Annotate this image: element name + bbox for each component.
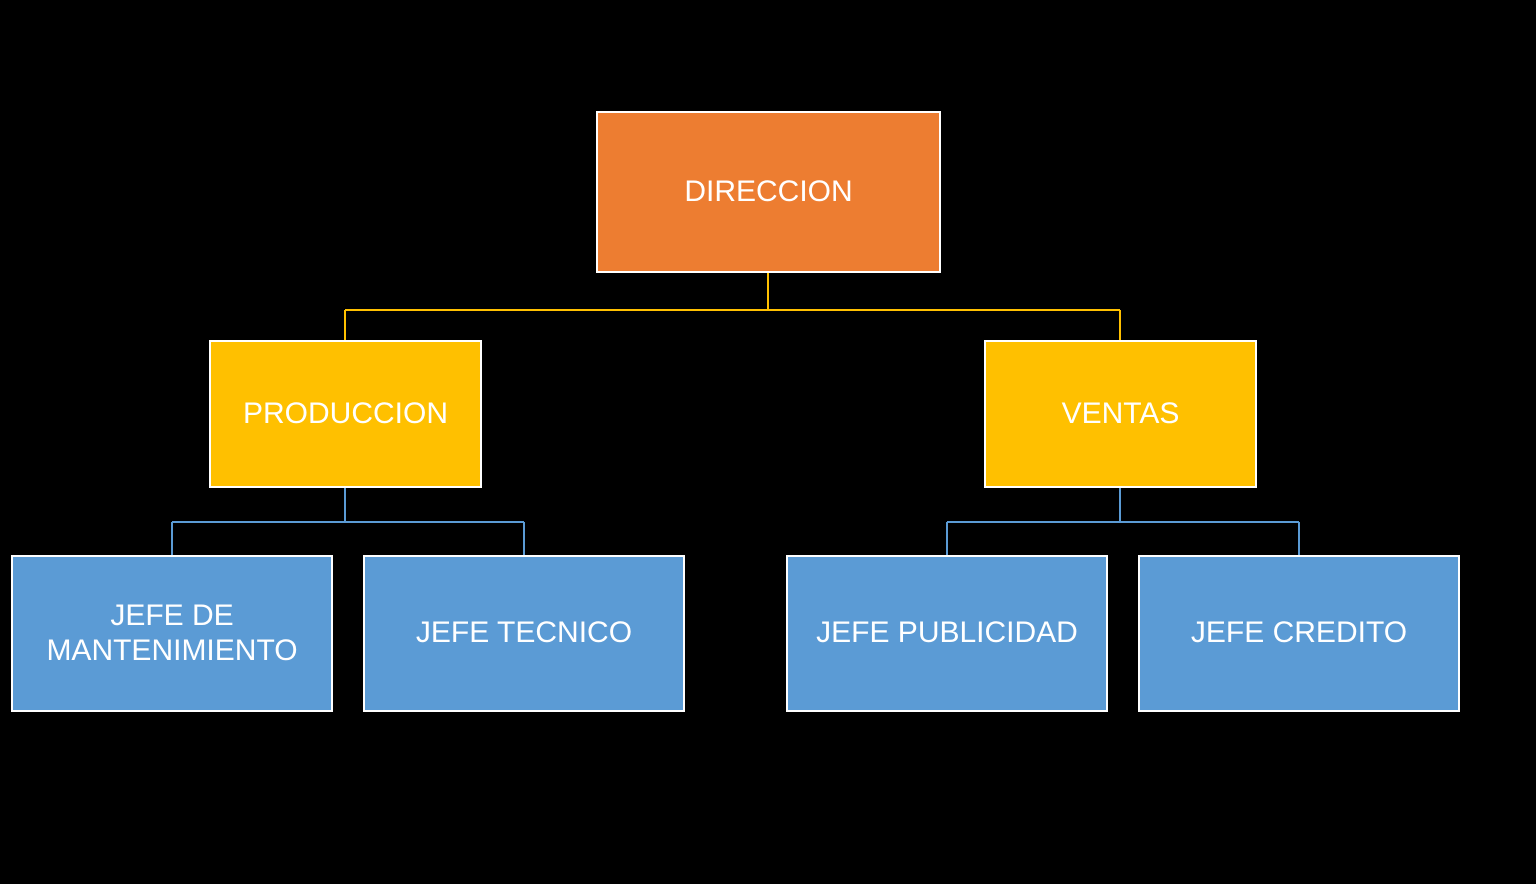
node-label: JEFE PUBLICIDAD — [816, 616, 1078, 651]
node-jefe-publicidad: JEFE PUBLICIDAD — [786, 555, 1108, 712]
node-label: JEFE TECNICO — [416, 616, 632, 651]
node-produccion: PRODUCCION — [209, 340, 482, 488]
node-label: VENTAS — [1062, 397, 1180, 432]
node-label: JEFE DE MANTENIMIENTO — [19, 599, 325, 668]
node-direccion: DIRECCION — [596, 111, 941, 273]
node-label: JEFE CREDITO — [1191, 616, 1407, 651]
node-jefe-mantenimiento: JEFE DE MANTENIMIENTO — [11, 555, 333, 712]
node-jefe-credito: JEFE CREDITO — [1138, 555, 1460, 712]
node-label: PRODUCCION — [243, 397, 448, 432]
node-ventas: VENTAS — [984, 340, 1257, 488]
node-label: DIRECCION — [684, 175, 852, 210]
node-jefe-tecnico: JEFE TECNICO — [363, 555, 685, 712]
org-chart: DIRECCION PRODUCCION VENTAS JEFE DE MANT… — [0, 0, 1536, 884]
